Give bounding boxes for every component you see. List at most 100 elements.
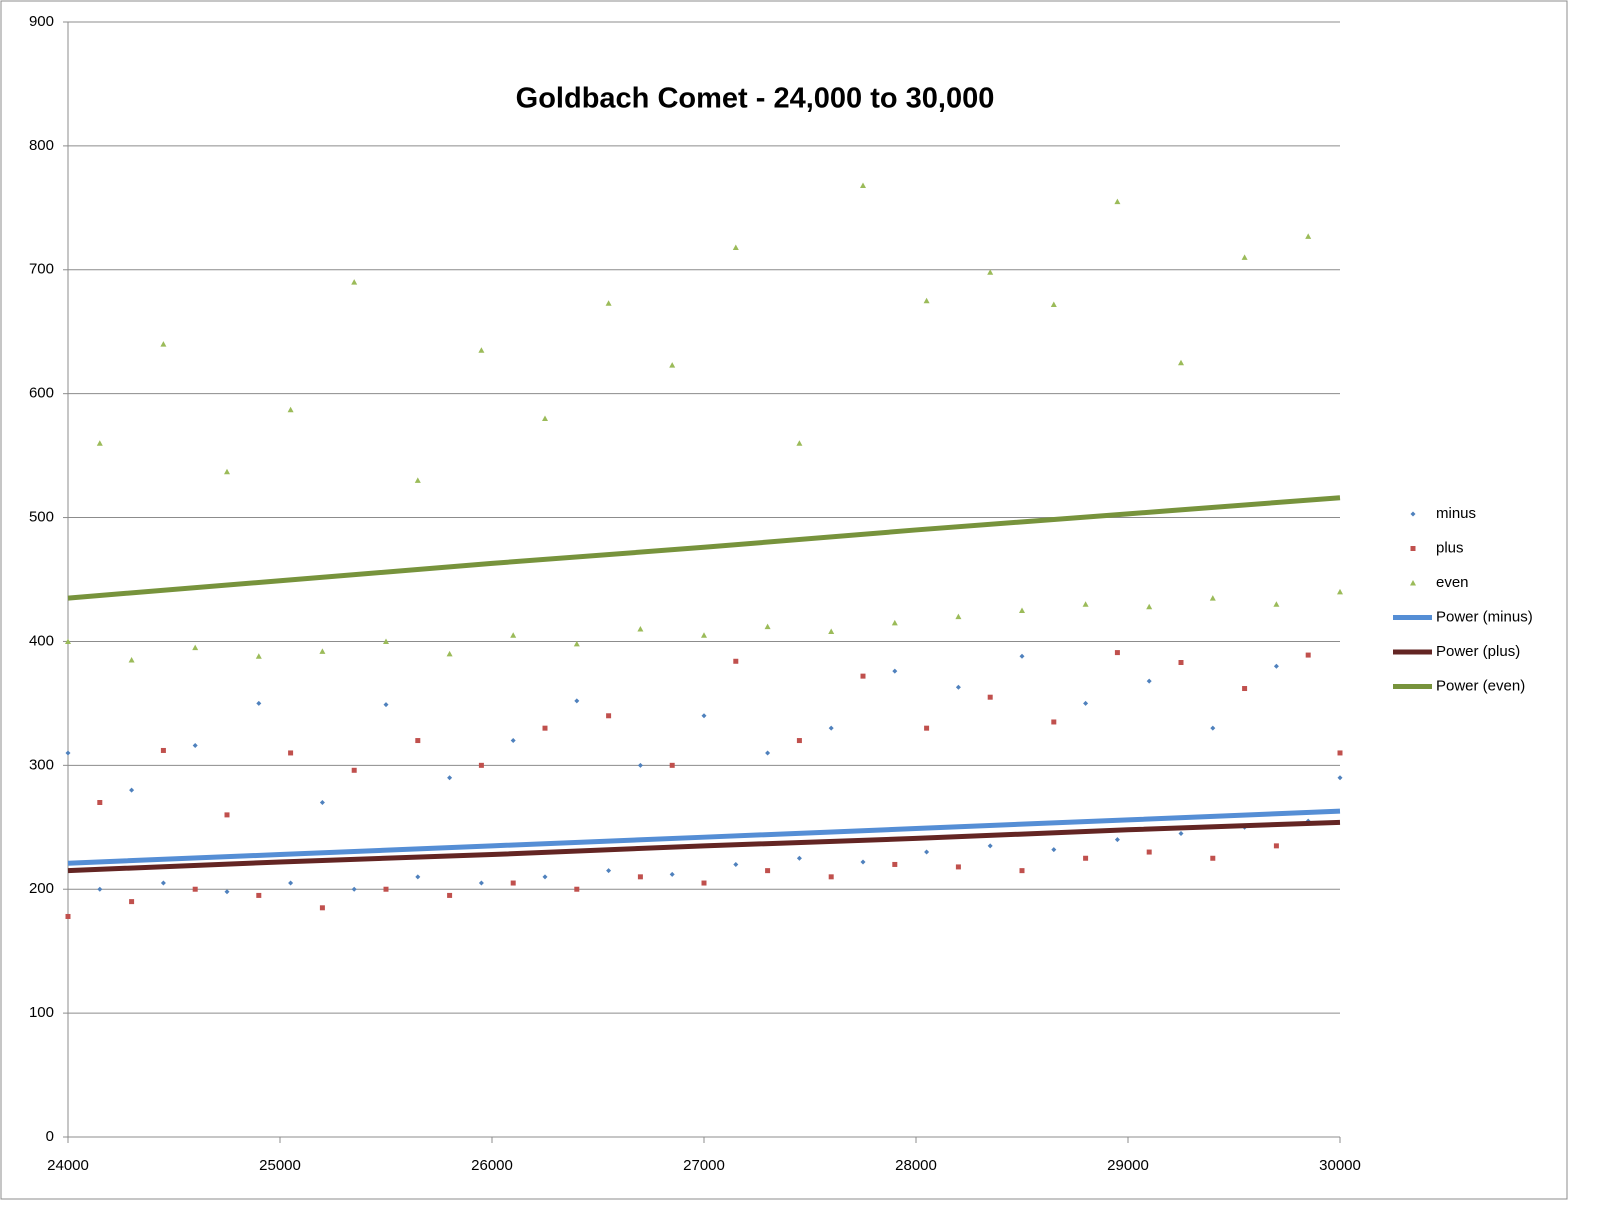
point bbox=[256, 892, 262, 898]
point bbox=[1083, 700, 1089, 706]
point bbox=[478, 880, 484, 886]
point bbox=[733, 658, 739, 664]
point bbox=[446, 650, 453, 657]
point bbox=[1083, 855, 1089, 861]
legend-label: plus bbox=[1436, 539, 1464, 556]
point bbox=[319, 648, 326, 654]
point bbox=[65, 913, 71, 919]
point bbox=[605, 300, 612, 306]
point bbox=[542, 415, 548, 421]
x-tick-label: 28000 bbox=[895, 1157, 937, 1174]
point bbox=[1114, 650, 1120, 656]
point bbox=[224, 468, 230, 475]
point bbox=[860, 673, 866, 679]
point bbox=[1337, 588, 1343, 595]
legend-marker bbox=[1410, 580, 1416, 586]
point bbox=[892, 861, 898, 867]
point bbox=[383, 702, 389, 708]
point bbox=[415, 738, 421, 744]
point bbox=[637, 762, 643, 768]
point bbox=[1241, 254, 1248, 260]
point bbox=[1050, 301, 1057, 307]
legend-marker bbox=[1410, 546, 1416, 551]
point bbox=[1210, 725, 1216, 731]
point bbox=[1146, 849, 1152, 855]
point bbox=[1305, 652, 1311, 658]
point bbox=[1178, 660, 1184, 666]
trend-line bbox=[67, 495, 1341, 601]
point bbox=[955, 864, 961, 870]
point bbox=[1305, 233, 1312, 239]
point bbox=[256, 700, 262, 706]
point bbox=[1273, 663, 1279, 669]
y-tick-label: 900 bbox=[29, 13, 54, 30]
legend-label: Power (even) bbox=[1436, 677, 1525, 694]
point bbox=[924, 849, 930, 855]
point bbox=[669, 762, 675, 768]
y-tick-label: 200 bbox=[29, 880, 54, 897]
point bbox=[192, 743, 198, 749]
y-tick-label: 600 bbox=[29, 385, 54, 402]
point bbox=[574, 698, 580, 704]
x-tick-label: 24000 bbox=[47, 1157, 89, 1174]
point bbox=[224, 812, 230, 818]
point bbox=[224, 889, 230, 895]
point bbox=[1242, 686, 1248, 692]
point bbox=[955, 684, 961, 690]
point bbox=[924, 725, 930, 731]
point bbox=[160, 747, 166, 753]
y-tick-label: 300 bbox=[29, 756, 54, 773]
x-tick-label: 29000 bbox=[1107, 1157, 1149, 1174]
x-tick-label: 26000 bbox=[471, 1157, 513, 1174]
point bbox=[1273, 601, 1280, 607]
point bbox=[129, 899, 135, 905]
point bbox=[606, 713, 612, 719]
point bbox=[828, 628, 835, 635]
point bbox=[701, 880, 707, 886]
point bbox=[764, 623, 771, 630]
point bbox=[860, 182, 866, 189]
point bbox=[796, 855, 802, 861]
point bbox=[1210, 855, 1216, 861]
point bbox=[351, 767, 357, 773]
point bbox=[828, 874, 834, 880]
point bbox=[192, 644, 199, 651]
point bbox=[606, 868, 612, 874]
point bbox=[255, 653, 262, 659]
point bbox=[65, 750, 71, 756]
point bbox=[1019, 868, 1025, 874]
point bbox=[288, 880, 294, 886]
point bbox=[1082, 601, 1089, 607]
point bbox=[1146, 678, 1152, 684]
legend-label: Power (plus) bbox=[1436, 643, 1520, 660]
point bbox=[510, 632, 517, 638]
point bbox=[287, 406, 294, 413]
point bbox=[129, 787, 135, 793]
point bbox=[1178, 830, 1184, 836]
point bbox=[669, 871, 675, 877]
point bbox=[319, 800, 325, 805]
point bbox=[288, 750, 294, 756]
point bbox=[1337, 775, 1343, 781]
point bbox=[447, 775, 453, 781]
point bbox=[160, 341, 167, 347]
point bbox=[97, 886, 103, 892]
point bbox=[765, 750, 771, 756]
point bbox=[637, 874, 643, 880]
point bbox=[733, 861, 739, 867]
point bbox=[160, 880, 166, 886]
point bbox=[192, 886, 198, 892]
point bbox=[1019, 653, 1025, 659]
point bbox=[923, 297, 930, 304]
y-tick-label: 0 bbox=[46, 1128, 54, 1145]
trend-line bbox=[67, 819, 1341, 874]
point bbox=[701, 713, 707, 719]
point bbox=[892, 668, 898, 674]
point bbox=[1051, 719, 1057, 725]
point bbox=[987, 694, 993, 700]
point bbox=[319, 905, 325, 911]
point bbox=[1051, 847, 1057, 853]
legend-marker bbox=[1410, 511, 1416, 517]
point bbox=[796, 440, 803, 446]
point bbox=[542, 725, 548, 731]
